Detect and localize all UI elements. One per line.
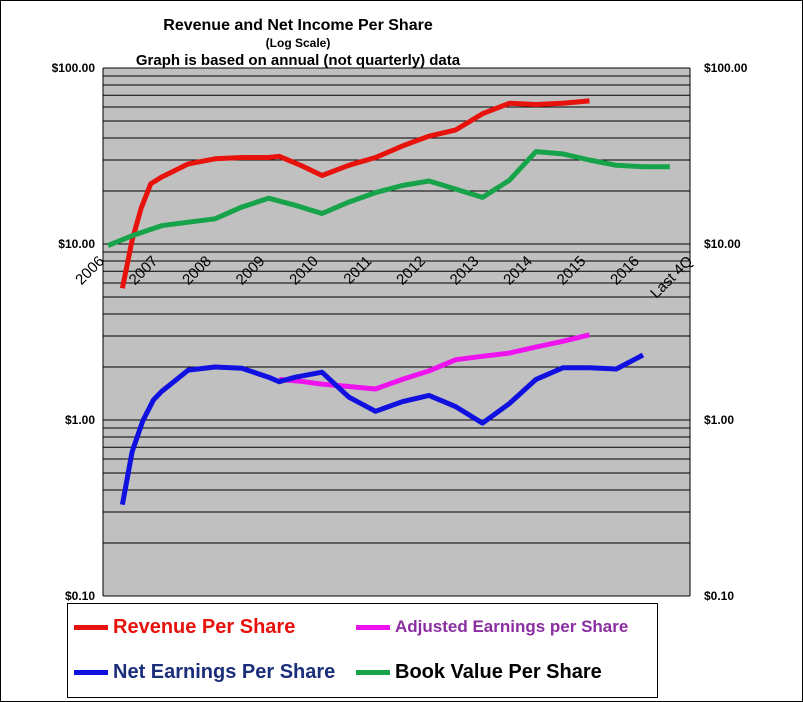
series-line-revenue-per-share: [119, 98, 590, 289]
plot-area: [103, 68, 690, 596]
legend-swatch-revenue: [74, 624, 108, 630]
y-tick-label-right: $100.00: [704, 61, 748, 75]
series-line-book-value-per-share: [107, 149, 670, 248]
chart-title: Revenue and Net Income Per Share: [163, 17, 433, 34]
legend-swatch-book-value: [356, 669, 390, 675]
y-tick-label-left: $100.00: [52, 61, 96, 75]
legend-label-adjusted-eps: Adjusted Earnings per Share: [395, 617, 629, 636]
legend-swatch-net-eps: [74, 669, 108, 675]
chart-note: Graph is based on annual (not quarterly)…: [136, 52, 461, 69]
y-tick-label-right: $10.00: [704, 237, 741, 251]
legend-label-revenue: Revenue Per Share: [113, 615, 296, 638]
legend-item-net-eps: Net Earnings Per Share: [74, 659, 335, 685]
x-tick-label: 2006: [72, 253, 108, 289]
y-tick-label-left: $10.00: [58, 237, 95, 251]
series-line-adjusted-earnings-per-share: [278, 332, 591, 392]
legend: Revenue Per Share Adjusted Earnings per …: [67, 603, 658, 698]
legend-item-revenue: Revenue Per Share: [74, 614, 295, 640]
legend-swatch-adjusted-eps: [356, 624, 390, 630]
series-line-net-earnings-per-share: [119, 352, 645, 506]
y-tick-label-left: $0.10: [65, 589, 95, 603]
y-tick-label-right: $1.00: [704, 413, 734, 427]
legend-item-adjusted-eps: Adjusted Earnings per Share: [356, 614, 628, 640]
legend-item-book-value: Book Value Per Share: [356, 659, 602, 685]
legend-label-book-value: Book Value Per Share: [395, 660, 602, 683]
y-tick-label-left: $1.00: [65, 413, 95, 427]
y-tick-label-right: $0.10: [704, 589, 734, 603]
legend-label-net-eps: Net Earnings Per Share: [113, 660, 336, 683]
chart-subtitle: (Log Scale): [266, 36, 331, 50]
